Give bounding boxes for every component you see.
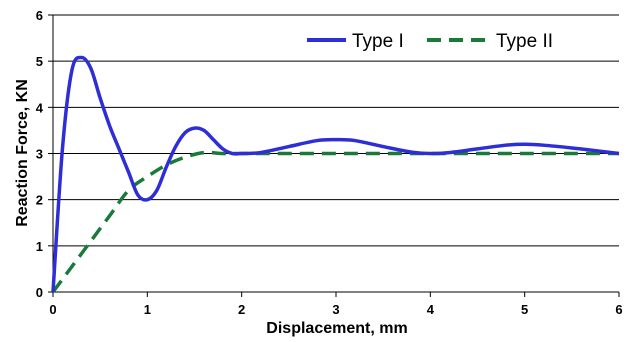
y-tick-label-5: 5 xyxy=(36,54,43,69)
y-tick-label-4: 4 xyxy=(36,100,44,115)
x-tick-label-4: 4 xyxy=(427,302,435,317)
series-line-type-i xyxy=(51,55,620,293)
x-tick-label-0: 0 xyxy=(49,302,56,317)
legend-label-type-i: Type I xyxy=(352,31,404,52)
x-tick-label-1: 1 xyxy=(144,302,151,317)
tick-labels: 0 1 2 3 4 5 6 0 1 2 3 4 5 6 xyxy=(36,8,623,317)
x-tick-label-2: 2 xyxy=(238,302,245,317)
x-tick-label-6: 6 xyxy=(615,302,622,317)
y-axis-title: Reaction Force, KN xyxy=(14,79,31,227)
y-tick-label-6: 6 xyxy=(36,8,43,23)
series-line-type-ii xyxy=(51,150,619,294)
legend-label-type-ii: Type II xyxy=(496,31,553,52)
y-tick-label-3: 3 xyxy=(36,147,43,162)
y-tick-label-1: 1 xyxy=(36,239,43,254)
series-lines xyxy=(51,55,620,294)
legend: Type I Type II xyxy=(307,31,553,52)
axes xyxy=(48,14,620,297)
x-tick-label-3: 3 xyxy=(332,302,339,317)
y-tick-label-0: 0 xyxy=(36,285,43,300)
x-axis-title: Displacement, mm xyxy=(266,320,407,337)
y-tick-label-2: 2 xyxy=(36,193,43,208)
x-tick-label-5: 5 xyxy=(521,302,528,317)
